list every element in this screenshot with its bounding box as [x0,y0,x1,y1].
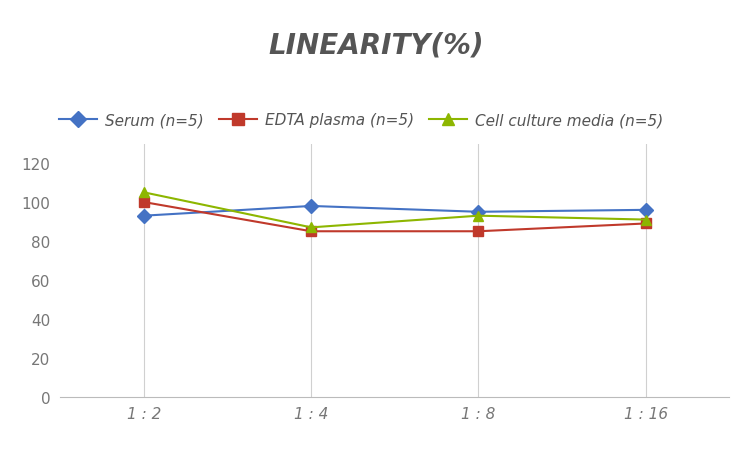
Serum (n=5) [307,204,316,209]
Serum (n=5) [474,210,483,215]
Legend: Serum (n=5), EDTA plasma (n=5), Cell culture media (n=5): Serum (n=5), EDTA plasma (n=5), Cell cul… [53,107,669,134]
Cell culture media (n=5) [139,190,148,196]
EDTA plasma (n=5) [307,229,316,235]
Serum (n=5) [641,207,650,213]
Serum (n=5) [139,213,148,219]
EDTA plasma (n=5) [641,221,650,227]
Line: Cell culture media (n=5): Cell culture media (n=5) [139,188,650,233]
Cell culture media (n=5) [641,217,650,223]
Cell culture media (n=5) [474,213,483,219]
EDTA plasma (n=5) [474,229,483,235]
Text: LINEARITY(%): LINEARITY(%) [268,32,484,60]
Cell culture media (n=5) [307,225,316,230]
EDTA plasma (n=5) [139,200,148,205]
Line: EDTA plasma (n=5): EDTA plasma (n=5) [139,198,650,237]
Line: Serum (n=5): Serum (n=5) [139,202,650,221]
